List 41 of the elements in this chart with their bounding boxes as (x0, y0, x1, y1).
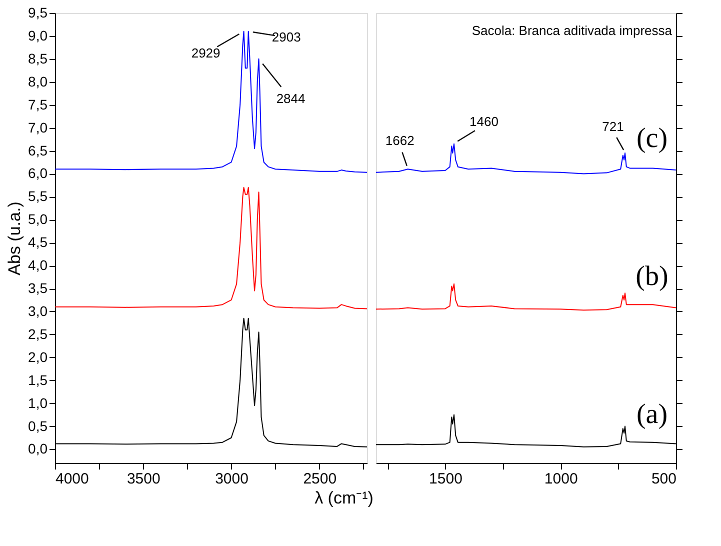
annotation: 2929 (191, 45, 220, 60)
annotation: 2903 (272, 29, 301, 44)
y-tick-label: 4,0 (28, 257, 48, 274)
annotation: (b) (636, 261, 668, 292)
annotation: 2844 (276, 90, 306, 106)
annotation: 721 (602, 119, 624, 134)
annotation: 1662 (385, 133, 414, 148)
y-tick-label: 7,0 (28, 119, 48, 136)
annotation: Sacola: Branca aditivada impressa (472, 23, 673, 38)
x-tick-label: 1000 (544, 470, 578, 488)
y-tick-label: 1,5 (28, 372, 48, 388)
y-tick-label: 5,0 (28, 211, 48, 228)
x-tick-label: 3500 (126, 470, 160, 488)
y-tick-label: 1,0 (28, 394, 48, 411)
y-tick-label: 8,0 (28, 73, 48, 90)
y-tick-label: 9,0 (28, 27, 48, 44)
y-tick-label: 3,5 (28, 280, 48, 296)
x-tick-label: 2500 (303, 470, 337, 488)
y-axis-title: Abs (u.a.) (5, 202, 24, 276)
x-tick-label: 1500 (429, 470, 462, 488)
y-tick-label: 6,5 (28, 142, 48, 158)
line-series (54, 186, 368, 310)
y-tick-label: 5,5 (28, 188, 48, 204)
y-tick-label: 2,0 (28, 348, 48, 365)
y-tick-label: 6,0 (28, 165, 48, 182)
x-tick-label: 3000 (215, 470, 248, 488)
x-tick-label: 500 (651, 470, 676, 488)
y-tick-label: 7,5 (28, 96, 48, 112)
y-tick-label: 9,5 (28, 4, 48, 20)
annotation: (c) (636, 123, 668, 154)
y-tick-label: 3,0 (28, 302, 48, 319)
y-tick-label: 0,5 (28, 418, 48, 434)
annotation: 1460 (470, 114, 498, 129)
x-tick-label: 4000 (56, 470, 89, 488)
annotation: (a) (636, 399, 668, 430)
x-axis-title: λ (cm⁻¹) (314, 488, 374, 508)
y-tick-label: 0,0 (28, 440, 48, 457)
y-tick-label: 2,5 (28, 326, 48, 342)
y-tick-label: 8,5 (28, 50, 48, 66)
line-series (54, 30, 368, 173)
y-tick-label: 4,5 (28, 234, 48, 250)
